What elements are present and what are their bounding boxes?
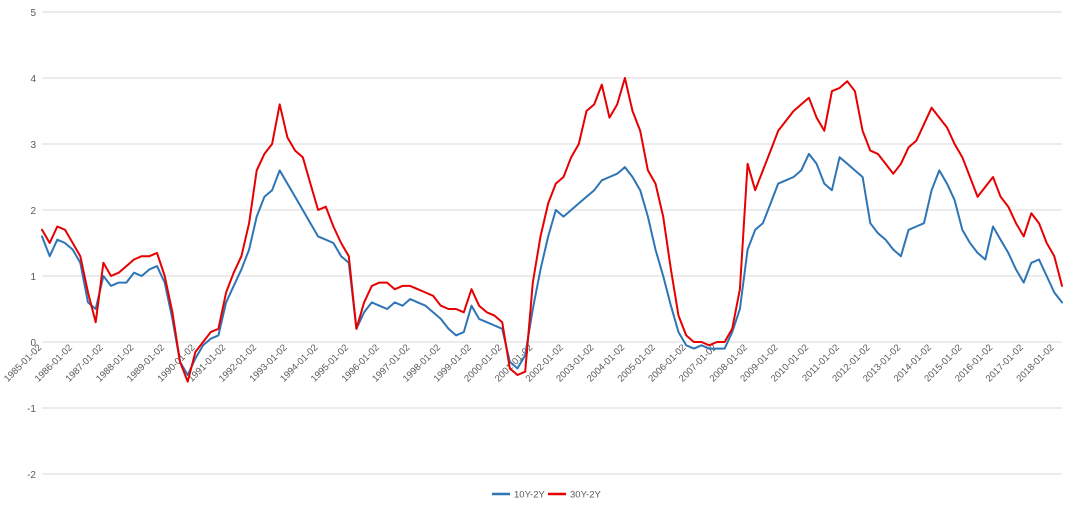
y-tick-label: 3 <box>30 140 36 151</box>
y-tick-label: -2 <box>27 470 36 481</box>
gridlines <box>42 11 1062 475</box>
legend-label-30y-2y: 30Y-2Y <box>570 490 601 501</box>
series-line-10y-2y <box>41 152 1063 376</box>
x-axis-tick-labels: 1985-01-021986-01-021987-01-021988-01-02… <box>2 342 1056 384</box>
legend-label-10y-2y: 10Y-2Y <box>514 490 545 501</box>
legend: 10Y-2Y 30Y-2Y <box>492 490 601 501</box>
y-tick-label: 1 <box>30 272 36 283</box>
y-tick-label: 4 <box>30 74 36 85</box>
y-tick-label: 0 <box>30 338 36 349</box>
series-lines <box>41 77 1063 383</box>
y-tick-label: 5 <box>30 8 36 19</box>
y-tick-label: 2 <box>30 206 36 217</box>
series-line-30y-2y <box>41 77 1063 383</box>
y-axis-tick-labels: -2 -1 0 1 2 3 4 5 <box>27 8 36 481</box>
y-tick-label: -1 <box>27 404 36 415</box>
